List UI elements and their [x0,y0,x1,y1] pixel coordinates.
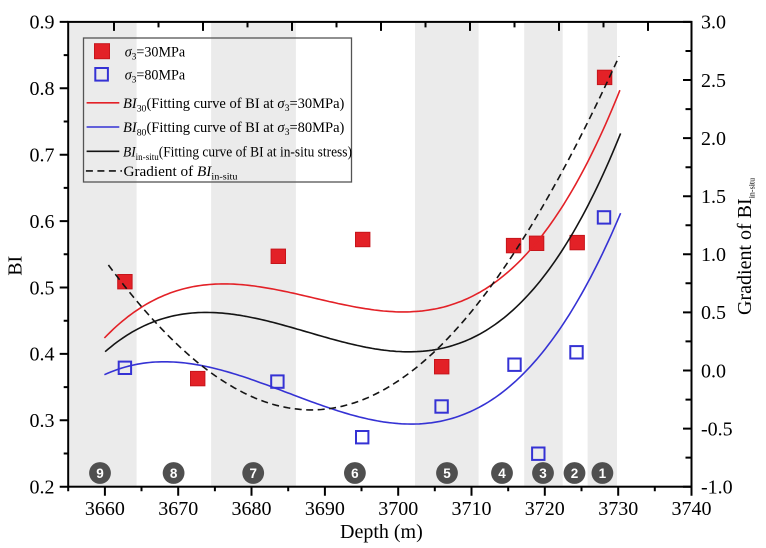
svg-text:-0.5: -0.5 [701,418,733,440]
svg-text:BI30(Fitting curve of BI at σ3: BI30(Fitting curve of BI at σ3=30MPa) [123,96,345,115]
svg-text:0.2: 0.2 [30,477,55,499]
svg-text:Gradient of BIin-situ: Gradient of BIin-situ [124,164,238,183]
svg-text:BI: BI [5,256,27,276]
svg-text:σ3=80MPa: σ3=80MPa [125,67,186,85]
svg-text:2.0: 2.0 [701,128,726,150]
svg-text:0.0: 0.0 [701,360,726,382]
svg-text:9: 9 [96,466,104,481]
svg-text:3660: 3660 [85,498,125,520]
svg-text:0.4: 0.4 [30,344,55,366]
svg-text:3730: 3730 [598,498,638,520]
svg-text:3: 3 [539,466,547,481]
svg-text:Gradient of BIin-situ: Gradient of BIin-situ [734,178,757,315]
svg-text:4: 4 [498,466,506,481]
svg-text:1.5: 1.5 [701,186,726,208]
svg-text:0.7: 0.7 [30,145,55,167]
svg-text:1.0: 1.0 [701,244,726,266]
svg-text:BIin-situ(Fitting curve of BI: BIin-situ(Fitting curve of BI at in-situ… [123,144,352,163]
svg-text:8: 8 [170,466,178,481]
svg-text:7: 7 [249,466,257,481]
svg-text:0.8: 0.8 [30,78,55,100]
svg-text:3680: 3680 [232,498,272,520]
svg-text:2.5: 2.5 [701,70,726,92]
svg-text:σ3=30MPa: σ3=30MPa [125,44,186,62]
svg-text:3.0: 3.0 [701,12,726,34]
svg-text:5: 5 [443,466,451,481]
svg-text:3690: 3690 [305,498,345,520]
svg-text:0.5: 0.5 [30,277,55,299]
svg-text:2: 2 [571,466,579,481]
svg-text:Depth (m): Depth (m) [340,521,423,543]
svg-text:1: 1 [599,466,607,481]
svg-text:3720: 3720 [525,498,565,520]
svg-text:0.9: 0.9 [30,12,55,34]
svg-text:6: 6 [351,466,359,481]
svg-text:3670: 3670 [158,498,198,520]
svg-text:3740: 3740 [672,498,712,520]
svg-text:BI80(Fitting curve of BI at σ3: BI80(Fitting curve of BI at σ3=80MPa) [123,120,345,139]
svg-text:0.6: 0.6 [30,211,55,233]
svg-text:0.5: 0.5 [701,302,726,324]
svg-text:3710: 3710 [452,498,492,520]
svg-text:-1.0: -1.0 [701,477,733,499]
svg-text:3700: 3700 [378,498,418,520]
svg-text:0.3: 0.3 [30,410,55,432]
